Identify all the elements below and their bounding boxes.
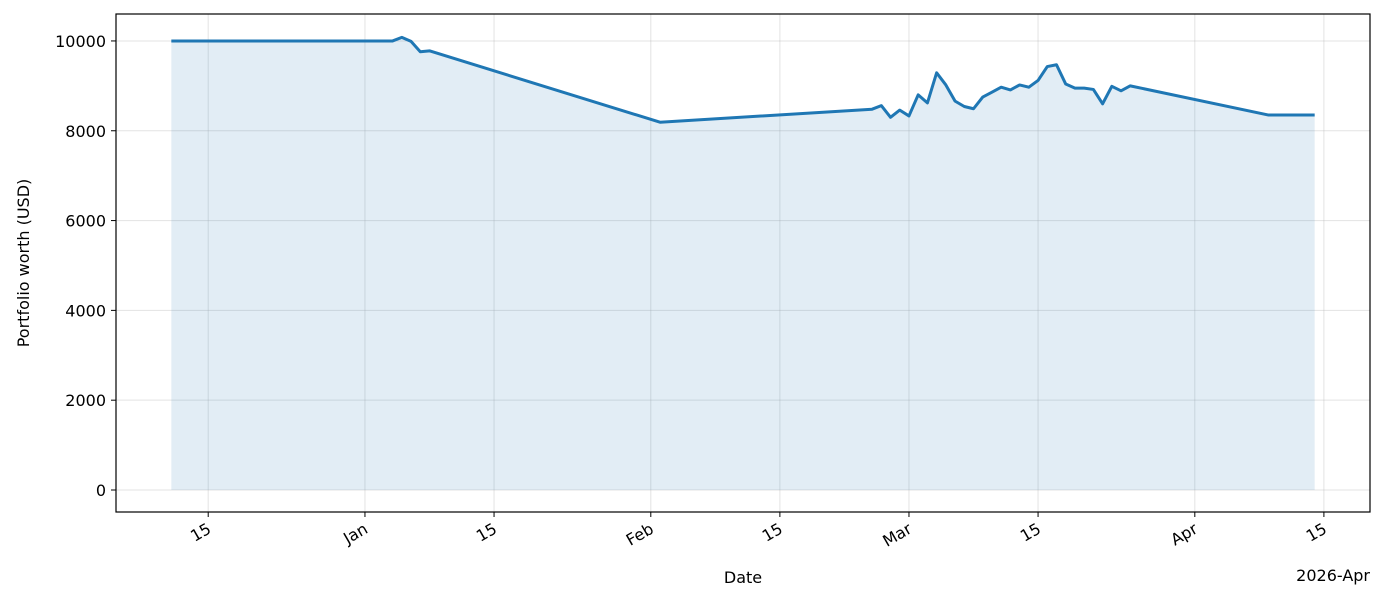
x-offset-label: 2026-Apr [1296, 566, 1370, 585]
x-tick-label: Feb [623, 519, 657, 550]
y-tick-label: 6000 [65, 212, 106, 231]
x-tick-label: Mar [879, 519, 915, 551]
x-tick-label: 15 [1303, 519, 1330, 546]
x-tick-label: Apr [1167, 519, 1201, 550]
y-tick-label: 2000 [65, 391, 106, 410]
x-tick-label: Jan [339, 519, 371, 548]
y-axis-label: Portfolio worth (USD) [14, 179, 33, 348]
plot-frame [115, 13, 1371, 513]
area [171, 37, 1315, 490]
x-tick-label: 15 [759, 519, 786, 546]
line [171, 35, 1315, 124]
y-tick-label: 10000 [55, 32, 106, 51]
x-tick-label: 15 [187, 519, 214, 546]
x-tick-label: 15 [1017, 519, 1044, 546]
x-tick-label: 15 [473, 519, 500, 546]
y-tick-label: 8000 [65, 122, 106, 141]
y-tick-label: 4000 [65, 301, 106, 320]
x-axis-label: Date [724, 568, 762, 587]
y-tick-label: 0 [96, 481, 106, 500]
